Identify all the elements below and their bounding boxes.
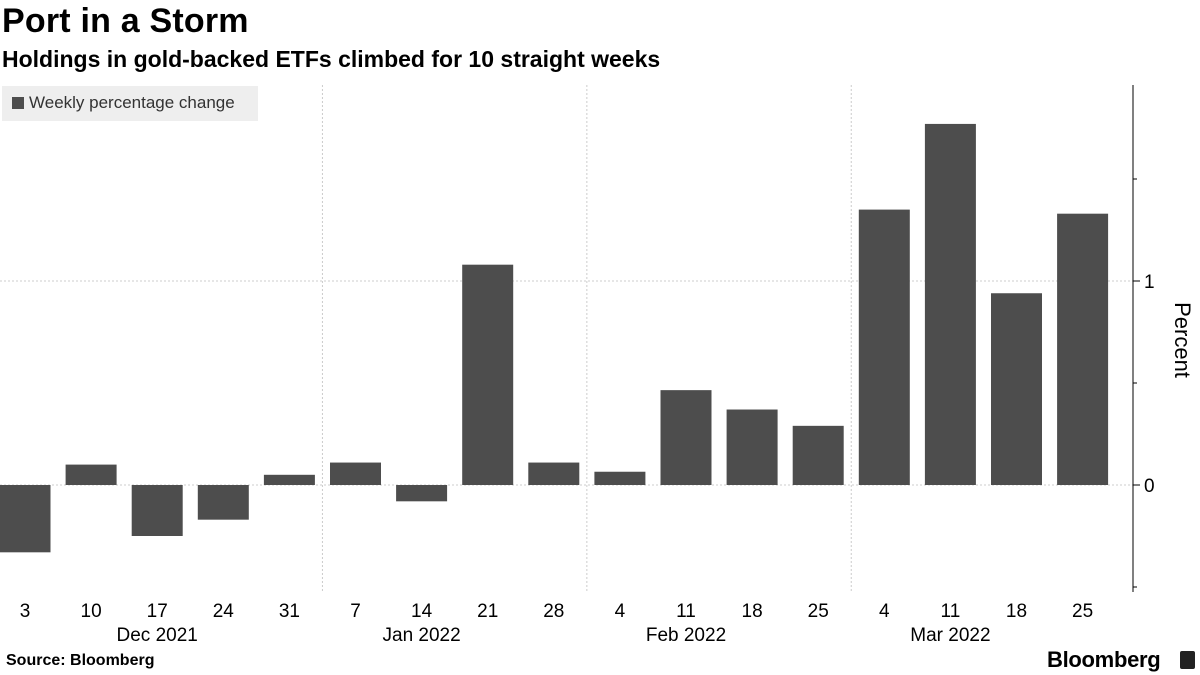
bloomberg-icon [1180,651,1195,669]
bar [263,474,315,485]
bar [396,485,448,502]
x-tick-label: 4 [879,601,890,622]
source-note: Source: Bloomberg [6,652,155,669]
bar [660,390,712,485]
bar [131,485,183,536]
x-tick-label: 18 [1006,601,1027,622]
bar [1057,213,1109,485]
x-tick-label: 7 [350,601,361,622]
bar [792,425,844,485]
brand-logo: Bloomberg [1047,647,1161,672]
x-tick-label: 25 [1072,601,1093,622]
x-tick-label: 25 [808,601,829,622]
x-tick-label: 3 [20,601,31,622]
x-month-label: Dec 2021 [117,625,198,646]
bar [594,471,646,485]
x-tick-label: 4 [615,601,626,622]
chart-title: Port in a Storm [2,2,249,40]
bar [924,123,976,486]
chart-subtitle: Holdings in gold-backed ETFs climbed for… [2,46,661,72]
x-month-label: Jan 2022 [383,625,461,646]
x-tick-label: 24 [213,601,235,622]
bar [65,464,117,485]
x-month-label: Feb 2022 [646,625,726,646]
x-tick-label: 28 [543,601,564,622]
x-tick-label: 14 [411,601,433,622]
x-tick-label: 18 [742,601,763,622]
x-tick-label: 31 [279,601,300,622]
bar [462,264,514,485]
x-tick-label: 10 [81,601,102,622]
bar [726,409,778,485]
bar [330,462,381,485]
bar [197,485,249,520]
bar [528,462,580,485]
bar [858,209,910,485]
x-tick-label: 17 [147,601,168,622]
bar [991,293,1042,485]
legend-label: Weekly percentage change [29,93,235,112]
y-axis-label: Percent [1170,302,1195,378]
x-tick-label: 11 [941,601,961,622]
x-month-label: Mar 2022 [910,625,990,646]
x-tick-label: 11 [676,601,696,622]
y-tick-label: 0 [1144,476,1155,497]
legend-swatch [12,97,24,109]
bar [0,485,51,553]
x-tick-label: 21 [477,601,498,622]
y-tick-label: 1 [1144,272,1155,293]
legend: Weekly percentage change [2,86,258,121]
